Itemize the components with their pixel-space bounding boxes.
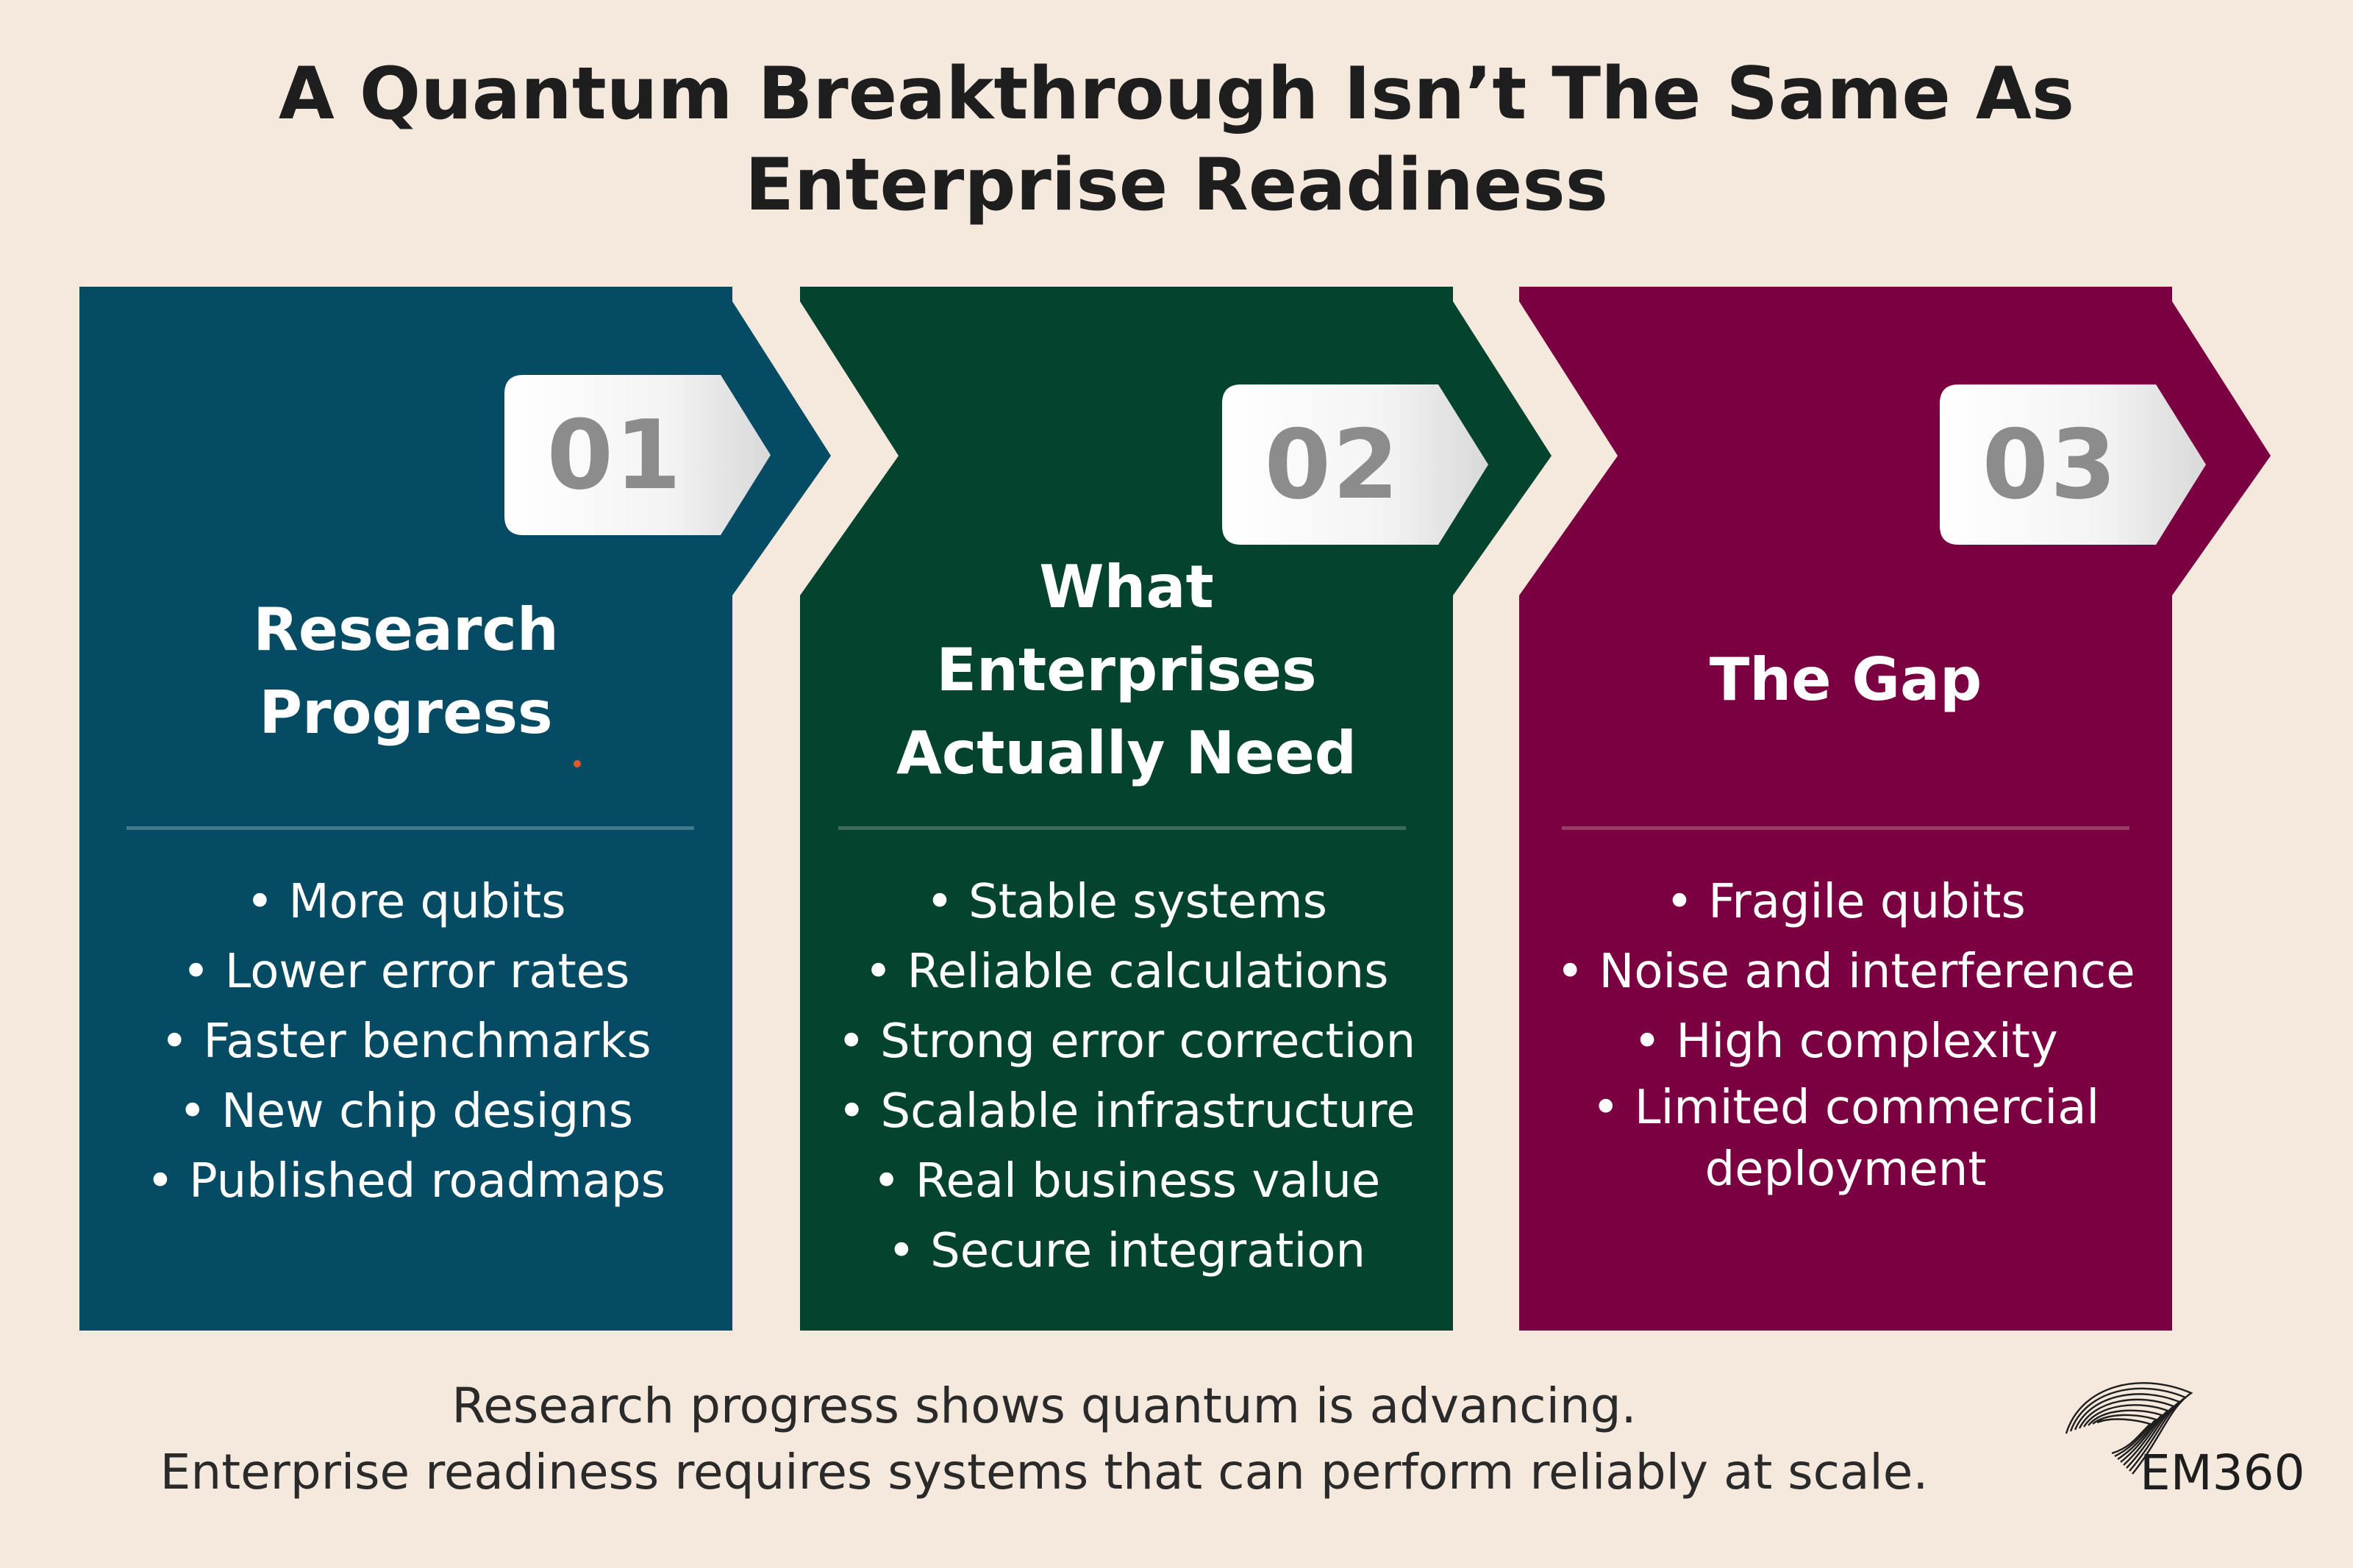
logo-text: EM360 — [2140, 1445, 2305, 1501]
panel-enterprise-needs: 02 What Enterprises Actually Need Stable… — [800, 287, 1552, 1331]
footer-line-2: Enterprise readiness requires systems th… — [160, 1444, 1929, 1500]
list-item: More qubits — [79, 867, 732, 937]
panel-2-heading: What Enterprises Actually Need — [800, 545, 1453, 795]
panel-3-heading-line: The Gap — [1709, 645, 1982, 714]
footer-caption: Research progress shows quantum is advan… — [74, 1373, 2015, 1506]
badge-01: 01 — [504, 375, 771, 535]
badge-02: 02 — [1222, 384, 1488, 545]
list-item: Lower error rates — [79, 937, 732, 1007]
panel-2-divider — [838, 826, 1406, 830]
list-item: Scalable infrastructure — [800, 1077, 1453, 1147]
panel-the-gap: 03 The Gap Fragile qubits Noise and inte… — [1519, 287, 2271, 1331]
list-item-continuation: deployment — [1704, 1142, 1987, 1197]
panel-3-heading: The Gap — [1519, 638, 2172, 721]
badge-01-shape — [504, 375, 771, 535]
list-item: Fragile qubits — [1519, 867, 2172, 937]
badge-02-shape — [1222, 384, 1488, 545]
panel-2-heading-line: Enterprises — [936, 636, 1317, 704]
panel-research-progress: 01 Research Progress More qubits Lower e… — [79, 287, 831, 1331]
badge-01-number: 01 — [546, 399, 683, 511]
list-item: Faster benchmarks — [79, 1007, 732, 1077]
badge-03-shape — [1940, 384, 2206, 545]
page-title: A Quantum Breakthrough Isn’t The Same As… — [0, 49, 2353, 231]
list-item: High complexity — [1519, 1007, 2172, 1077]
panel-1-heading: Research Progress — [79, 588, 732, 754]
list-item: Noise and interference — [1519, 937, 2172, 1007]
panel-2-list: Stable systems Reliable calculations Str… — [800, 867, 1453, 1286]
em360-logo: EM360 — [2052, 1364, 2305, 1503]
panel-1-list: More qubits Lower error rates Faster ben… — [79, 867, 732, 1217]
panel-1-divider — [126, 826, 694, 830]
panel-2-heading-line: What — [1039, 553, 1214, 621]
panel-3-divider — [1562, 826, 2129, 830]
list-item: Limited commercial — [1519, 1077, 2172, 1139]
panel-2-heading-line: Actually Need — [896, 719, 1357, 787]
panel-3-list: Fragile qubits Noise and interference Hi… — [1519, 867, 2172, 1200]
panel-1-heading-line: Progress — [259, 679, 553, 747]
list-item: Published roadmaps — [79, 1147, 732, 1217]
list-item: New chip designs — [79, 1077, 732, 1147]
list-item: Strong error correction — [800, 1007, 1453, 1077]
badge-03-number: 03 — [1982, 409, 2118, 520]
badge-03: 03 — [1940, 384, 2206, 545]
badge-02-number: 02 — [1264, 409, 1401, 520]
list-item: Stable systems — [800, 867, 1453, 937]
orange-dot-icon — [574, 760, 581, 767]
em360-swirl-logo-icon — [2065, 1382, 2193, 1475]
list-item: Reliable calculations — [800, 937, 1453, 1007]
list-item: Secure integration — [800, 1217, 1453, 1286]
footer-line-1: Research progress shows quantum is advan… — [451, 1378, 1637, 1434]
title-line-2: Enterprise Readiness — [744, 143, 1609, 227]
title-line-1: A Quantum Breakthrough Isn’t The Same As — [278, 52, 2075, 136]
panel-1-heading-line: Research — [253, 595, 559, 664]
list-item: Real business value — [800, 1147, 1453, 1217]
